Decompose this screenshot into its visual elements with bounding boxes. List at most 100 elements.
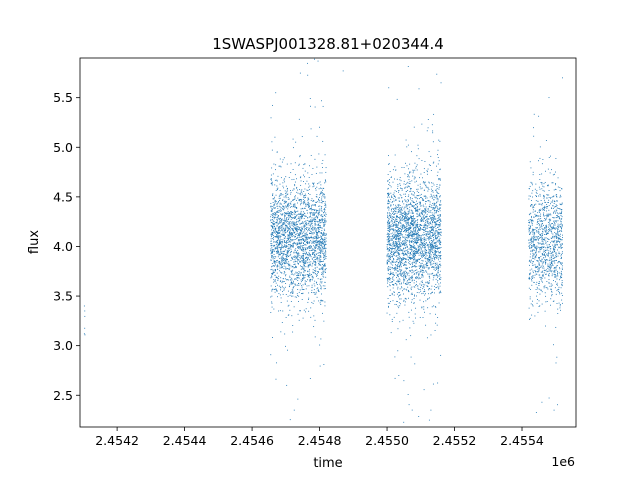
data-point — [285, 246, 287, 248]
data-point — [412, 266, 413, 268]
data-point — [391, 176, 392, 178]
data-point — [304, 197, 306, 199]
data-point — [288, 222, 290, 224]
data-point — [405, 277, 407, 279]
data-point — [403, 421, 405, 423]
data-point — [419, 283, 421, 285]
data-point — [277, 239, 279, 241]
data-point — [429, 313, 431, 315]
data-point — [416, 284, 417, 285]
data-point — [406, 228, 408, 230]
data-point — [316, 237, 318, 239]
data-point — [322, 200, 323, 202]
data-point — [283, 252, 285, 254]
data-point — [393, 230, 395, 231]
data-point — [273, 279, 275, 281]
data-point — [397, 241, 399, 243]
data-point — [279, 264, 281, 266]
data-point — [313, 326, 315, 328]
data-point — [286, 238, 288, 239]
data-point — [391, 281, 393, 283]
data-point — [407, 282, 409, 284]
data-point — [435, 204, 437, 206]
data-point — [315, 209, 317, 211]
data-point — [319, 240, 320, 242]
data-point — [393, 219, 394, 220]
data-point — [397, 248, 398, 250]
data-point — [310, 215, 311, 217]
data-point — [271, 252, 273, 254]
data-point — [318, 300, 320, 302]
data-point — [295, 230, 297, 231]
data-point — [437, 208, 439, 210]
data-point — [285, 231, 286, 233]
data-point — [275, 227, 277, 229]
data-point — [412, 225, 414, 227]
data-point — [276, 240, 278, 241]
data-point — [436, 265, 438, 267]
data-point — [290, 233, 292, 235]
data-point — [276, 251, 278, 253]
data-point — [314, 241, 316, 242]
data-point — [396, 261, 397, 263]
data-point — [312, 233, 314, 235]
data-point — [395, 282, 397, 284]
data-point — [420, 173, 422, 175]
data-point — [275, 279, 276, 281]
data-point — [396, 251, 398, 253]
data-point — [405, 231, 407, 233]
data-point — [292, 266, 294, 267]
data-point — [433, 212, 435, 214]
data-point — [312, 214, 314, 216]
data-point — [411, 280, 413, 282]
data-point — [305, 220, 307, 222]
data-point — [432, 206, 434, 208]
data-point — [272, 173, 274, 175]
data-point — [294, 196, 296, 198]
data-point — [301, 255, 303, 257]
data-point — [415, 239, 417, 241]
data-point — [414, 233, 416, 235]
data-point — [388, 306, 389, 308]
data-point — [318, 243, 320, 245]
data-point — [395, 245, 397, 246]
data-point — [307, 237, 309, 239]
data-point — [415, 237, 417, 239]
data-point — [397, 267, 399, 269]
data-point — [391, 318, 393, 320]
data-point — [435, 274, 437, 275]
data-point — [320, 264, 322, 266]
data-point — [411, 270, 413, 271]
data-point — [428, 188, 430, 190]
data-point — [296, 253, 298, 255]
data-point — [311, 289, 313, 291]
data-point — [407, 66, 409, 67]
data-point — [318, 243, 320, 244]
data-point — [423, 195, 425, 197]
data-point — [308, 310, 310, 312]
data-point — [299, 257, 301, 259]
data-point — [311, 263, 313, 265]
data-point — [411, 205, 413, 207]
data-point — [420, 258, 421, 260]
data-point — [434, 253, 436, 255]
data-point — [306, 209, 308, 211]
data-point — [311, 237, 313, 238]
data-point — [433, 194, 435, 196]
data-point — [429, 245, 431, 247]
data-point — [318, 182, 320, 184]
data-point — [409, 204, 411, 205]
data-point — [316, 266, 318, 268]
data-point — [277, 207, 279, 209]
data-point — [311, 242, 313, 244]
data-point — [398, 276, 399, 278]
data-point — [418, 201, 420, 203]
data-point — [392, 277, 394, 279]
data-point — [405, 242, 407, 244]
data-point — [422, 252, 423, 254]
data-point — [402, 259, 404, 260]
data-point — [415, 272, 417, 274]
data-point — [417, 219, 419, 221]
data-point — [292, 232, 294, 234]
data-point — [297, 247, 299, 249]
